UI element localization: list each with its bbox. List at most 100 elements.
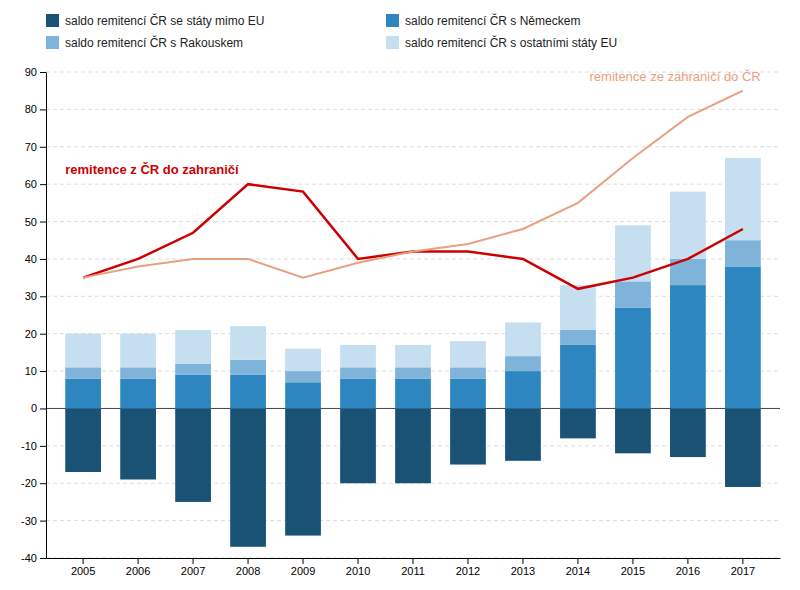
chart: 2005200620072008200920102011201220132014… [0,0,800,590]
x-tick: 2008 [236,558,260,577]
grid-line [46,146,780,147]
legend-label: saldo remitencí ČR s ostatními státy EU [405,35,617,50]
bar [505,371,541,408]
bar [395,367,431,378]
y-tick-mark [40,334,46,335]
x-tick-label: 2005 [71,565,95,577]
x-tick-label: 2014 [566,565,590,577]
legend-swatch [46,14,59,27]
x-tick-label: 2008 [236,565,260,577]
x-tick-label: 2013 [511,565,535,577]
y-tick-label: -30 [21,515,37,527]
y-tick-label: 30 [25,290,37,302]
bar [120,367,156,378]
bar [175,375,211,409]
y-tick-label: 20 [25,328,37,340]
x-tick: 2013 [511,558,535,577]
y-tick-mark [40,408,46,409]
bars [65,158,761,547]
bar [65,408,101,472]
y-tick-label: 80 [25,103,37,115]
x-tick-mark [138,558,139,564]
legend-swatch [46,36,59,49]
bar [560,330,596,345]
x-tick-mark [303,558,304,564]
x-tick: 2009 [291,558,315,577]
line-label: remitence z ČR do zahraničí [65,162,239,177]
x-tick: 2007 [181,558,205,577]
bar [725,158,761,240]
bar [120,408,156,479]
x-tick-mark [742,558,743,564]
y-tick-label: 40 [25,253,37,265]
y-tick-label: 60 [25,178,37,190]
y-tick-mark [40,222,46,223]
y-tick-label: 90 [25,66,37,78]
bar [285,408,321,535]
grid-line [46,109,780,110]
x-tick-mark [413,558,414,564]
y-tick-mark [40,72,46,73]
line-labels: remitence z ČR do zahraničíremitence ze … [65,69,761,177]
legend-swatch [386,14,399,27]
x-tick-label: 2015 [621,565,645,577]
y-tick-label: 50 [25,216,37,228]
y-tick: 50 [25,216,46,228]
x-tick-label: 2010 [346,565,370,577]
bar [560,285,596,330]
y-tick-label: -20 [21,477,37,489]
grid [46,72,780,558]
bar [175,408,211,501]
y-tick-mark [40,446,46,447]
grid-line [46,184,780,185]
y-tick-mark [40,259,46,260]
y-tick: 80 [25,103,46,115]
bar [120,379,156,409]
x-tick-label: 2016 [676,565,700,577]
bar [175,330,211,364]
bar [615,408,651,453]
legend-item: saldo remitencí ČR s Německem [386,13,580,28]
grid-line [46,333,780,334]
grid-line [46,221,780,222]
x-tick-mark [522,558,523,564]
bar [505,356,541,371]
x-tick: 2016 [676,558,700,577]
grid-line [46,258,780,259]
grid-line [46,520,780,521]
bar [450,367,486,378]
bar [725,240,761,266]
y-tick: 70 [25,141,46,153]
x-tick-label: 2011 [401,565,425,577]
y-tick-label: 0 [31,402,37,414]
legend-label: saldo remitencí ČR se státy mimo EU [65,13,264,28]
x-tick-mark [467,558,468,564]
x-tick-mark [632,558,633,564]
y-tick-label: 70 [25,141,37,153]
bar [340,367,376,378]
legend-label: saldo remitencí ČR s Rakouskem [65,35,243,50]
x-tick-mark [577,558,578,564]
bar [725,408,761,487]
bar [120,334,156,368]
bar [450,379,486,409]
x-tick: 2014 [566,558,590,577]
y-tick: -10 [21,440,46,452]
legend-swatch [386,36,399,49]
y-tick: 0 [31,402,46,414]
x-axis: 2005200620072008200920102011201220132014… [47,558,781,577]
line [83,91,743,278]
x-tick: 2015 [621,558,645,577]
line [83,184,743,289]
y-tick: 90 [25,66,46,78]
x-tick-mark [193,558,194,564]
bar [670,285,706,408]
bar [175,364,211,375]
x-tick-mark [83,558,84,564]
bar [230,375,266,409]
bar [340,345,376,367]
y-tick-mark [40,371,46,372]
x-tick: 2010 [346,558,370,577]
bar [395,408,431,483]
y-tick: -20 [21,477,46,489]
